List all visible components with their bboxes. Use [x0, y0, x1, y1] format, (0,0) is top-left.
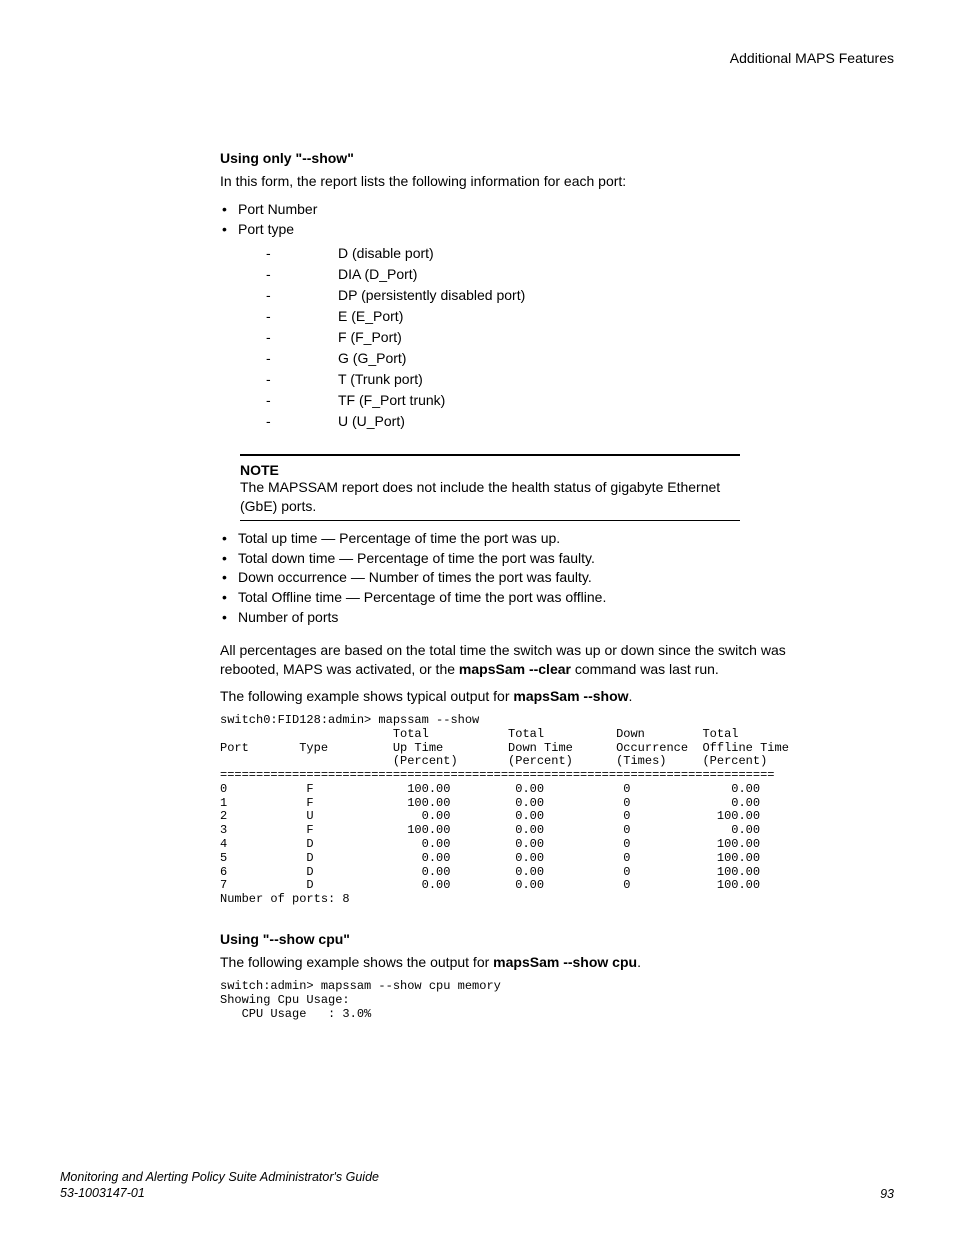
list-item: T (Trunk port) [266, 369, 800, 390]
list-item: Down occurrence — Number of times the po… [220, 568, 800, 588]
list-item: DIA (D_Port) [266, 264, 800, 285]
text: The following example shows the output f… [220, 954, 493, 970]
list-item: F (F_Port) [266, 327, 800, 348]
note-box: NOTE The MAPSSAM report does not include… [240, 454, 740, 521]
page-footer: Monitoring and Alerting Policy Suite Adm… [60, 1169, 894, 1202]
note-label: NOTE [240, 462, 740, 478]
list-item: D (disable port) [266, 243, 800, 264]
command-bold: mapsSam --show cpu [493, 954, 637, 970]
list-item-label: Port type [238, 221, 294, 237]
code-output-cpu: switch:admin> mapssam --show cpu memory … [220, 980, 800, 1021]
section-heading-show: Using only "--show" [220, 150, 800, 166]
list-item: Total Offline time — Percentage of time … [220, 588, 800, 608]
text: The following example shows typical outp… [220, 688, 513, 704]
section1-intro: In this form, the report lists the follo… [220, 172, 800, 191]
list-item: E (E_Port) [266, 306, 800, 327]
list-item: Port Number [220, 199, 800, 219]
footer-docnum: 53-1003147-01 [60, 1185, 379, 1201]
metrics-list: Total up time — Percentage of time the p… [220, 529, 800, 627]
note-text: The MAPSSAM report does not include the … [240, 478, 740, 516]
list-item: Port type D (disable port) DIA (D_Port) … [220, 219, 800, 432]
list-item: Total down time — Percentage of time the… [220, 549, 800, 569]
footer-left: Monitoring and Alerting Policy Suite Adm… [60, 1169, 379, 1202]
example1-intro: The following example shows typical outp… [220, 687, 800, 706]
footer-title: Monitoring and Alerting Policy Suite Adm… [60, 1169, 379, 1185]
port-type-list: D (disable port) DIA (D_Port) DP (persis… [238, 243, 800, 432]
command-bold: mapsSam --show [513, 688, 628, 704]
list-item: Total up time — Percentage of time the p… [220, 529, 800, 549]
page-content: Using only "--show" In this form, the re… [220, 150, 800, 1021]
note-rule-top [240, 454, 740, 456]
example2-intro: The following example shows the output f… [220, 953, 800, 972]
text: . [637, 954, 641, 970]
command-bold: mapsSam --clear [459, 661, 571, 677]
section-heading-cpu: Using "--show cpu" [220, 931, 800, 947]
note-rule-bottom [240, 520, 740, 521]
footer-page-number: 93 [880, 1187, 894, 1201]
list-item: U (U_Port) [266, 411, 800, 432]
port-info-list: Port Number Port type D (disable port) D… [220, 199, 800, 433]
code-output-show: switch0:FID128:admin> mapssam --show Tot… [220, 714, 800, 907]
list-item: Number of ports [220, 608, 800, 628]
list-item: G (G_Port) [266, 348, 800, 369]
percent-paragraph: All percentages are based on the total t… [220, 641, 800, 679]
text: . [629, 688, 633, 704]
text: command was last run. [571, 661, 719, 677]
list-item: DP (persistently disabled port) [266, 285, 800, 306]
page-header-right: Additional MAPS Features [730, 50, 894, 66]
list-item: TF (F_Port trunk) [266, 390, 800, 411]
